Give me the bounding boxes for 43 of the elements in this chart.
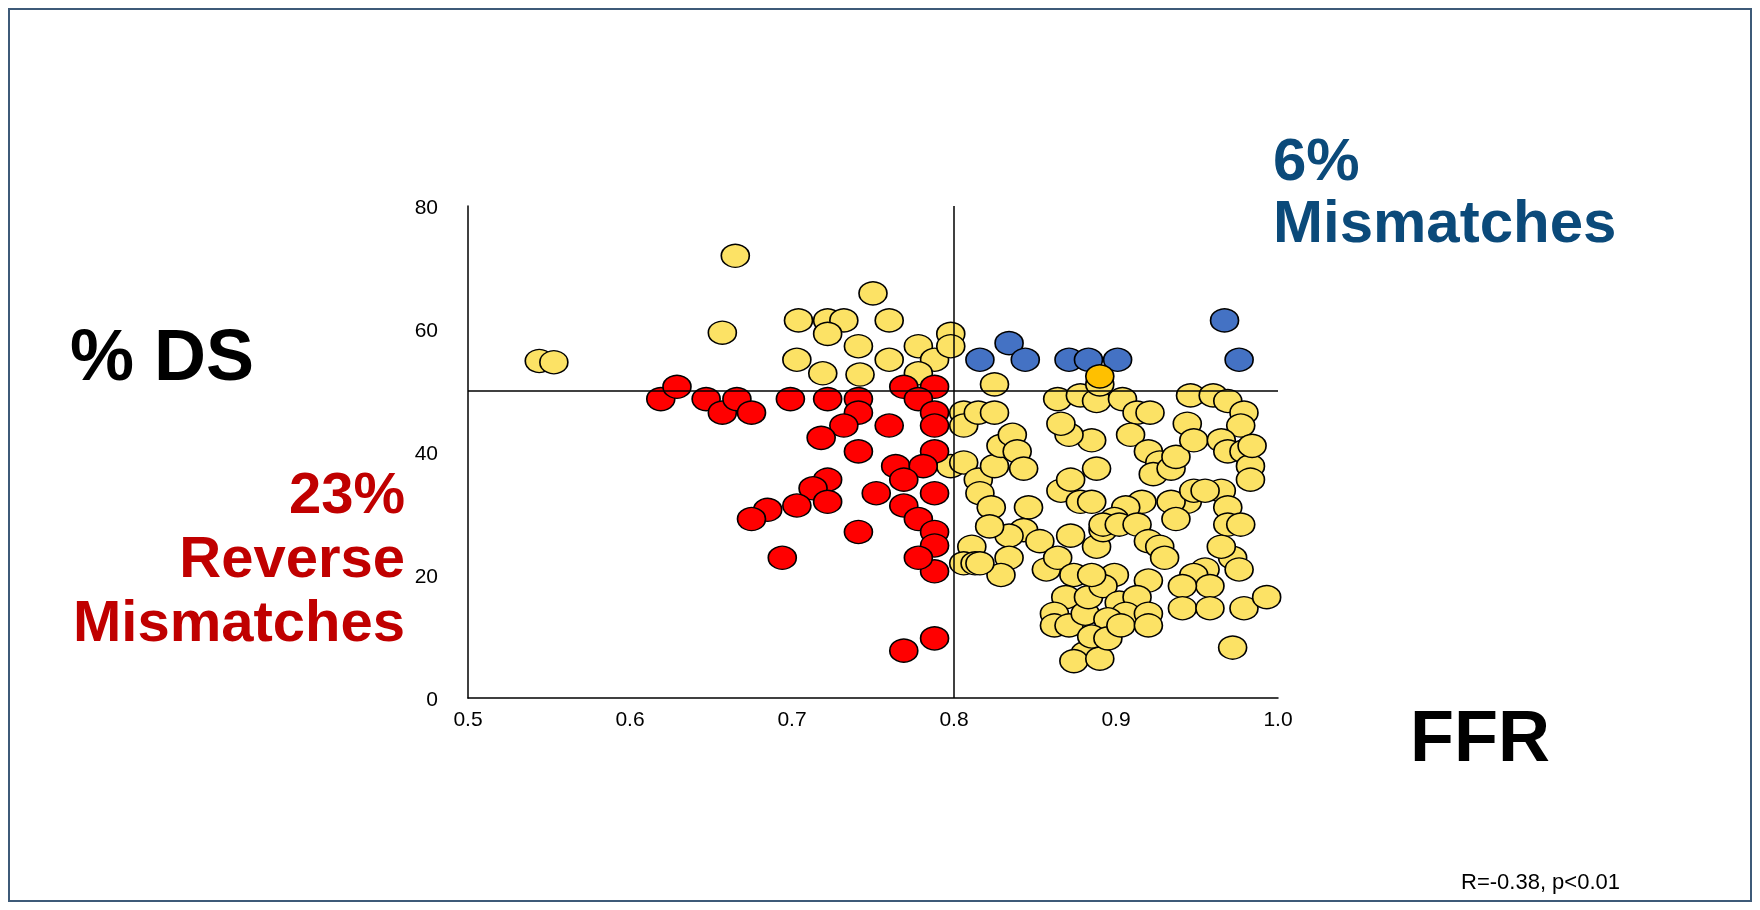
y-axis-title: % DS bbox=[70, 315, 255, 395]
y-tick-label: 40 bbox=[414, 440, 438, 464]
point bbox=[812, 489, 843, 515]
point bbox=[994, 330, 1024, 356]
point bbox=[889, 467, 919, 492]
y-tick-label: 20 bbox=[414, 563, 438, 587]
annotation: 6% Mismatches bbox=[1273, 125, 1617, 255]
y-tick-label: 80 bbox=[414, 194, 438, 218]
point bbox=[1085, 364, 1115, 389]
x-tick-label: 0.7 bbox=[777, 707, 807, 730]
point bbox=[843, 519, 874, 545]
point bbox=[736, 400, 767, 425]
y-tick-label: 0 bbox=[426, 686, 438, 710]
point bbox=[843, 439, 874, 464]
text: 23% Reverse Mismatches bbox=[72, 459, 405, 653]
x-tick-label: 0.5 bbox=[453, 707, 483, 730]
point bbox=[767, 545, 798, 571]
point bbox=[775, 386, 806, 412]
x-tick-label: 1.0 bbox=[1263, 707, 1293, 730]
point bbox=[782, 493, 812, 518]
x-tick-label: 0.8 bbox=[939, 707, 969, 730]
point bbox=[919, 626, 950, 651]
point bbox=[1209, 308, 1240, 333]
point bbox=[919, 480, 950, 506]
point bbox=[1010, 347, 1041, 372]
x-tick-label: 0.6 bbox=[615, 707, 645, 730]
point bbox=[812, 386, 843, 412]
point bbox=[919, 413, 950, 438]
point bbox=[1224, 347, 1254, 372]
point bbox=[965, 347, 995, 372]
point bbox=[908, 453, 938, 479]
point bbox=[889, 638, 919, 663]
point bbox=[736, 506, 767, 532]
x-axis-title: FFR bbox=[1410, 696, 1550, 776]
text: R=-0.38, p<0.01 bbox=[1461, 868, 1621, 894]
x-tick-label: 0.9 bbox=[1101, 707, 1131, 730]
point bbox=[806, 425, 836, 451]
point bbox=[829, 413, 859, 438]
point bbox=[903, 545, 934, 571]
point bbox=[874, 413, 904, 438]
y-tick-label: 60 bbox=[414, 317, 438, 341]
point bbox=[1102, 347, 1133, 372]
point bbox=[861, 480, 891, 506]
